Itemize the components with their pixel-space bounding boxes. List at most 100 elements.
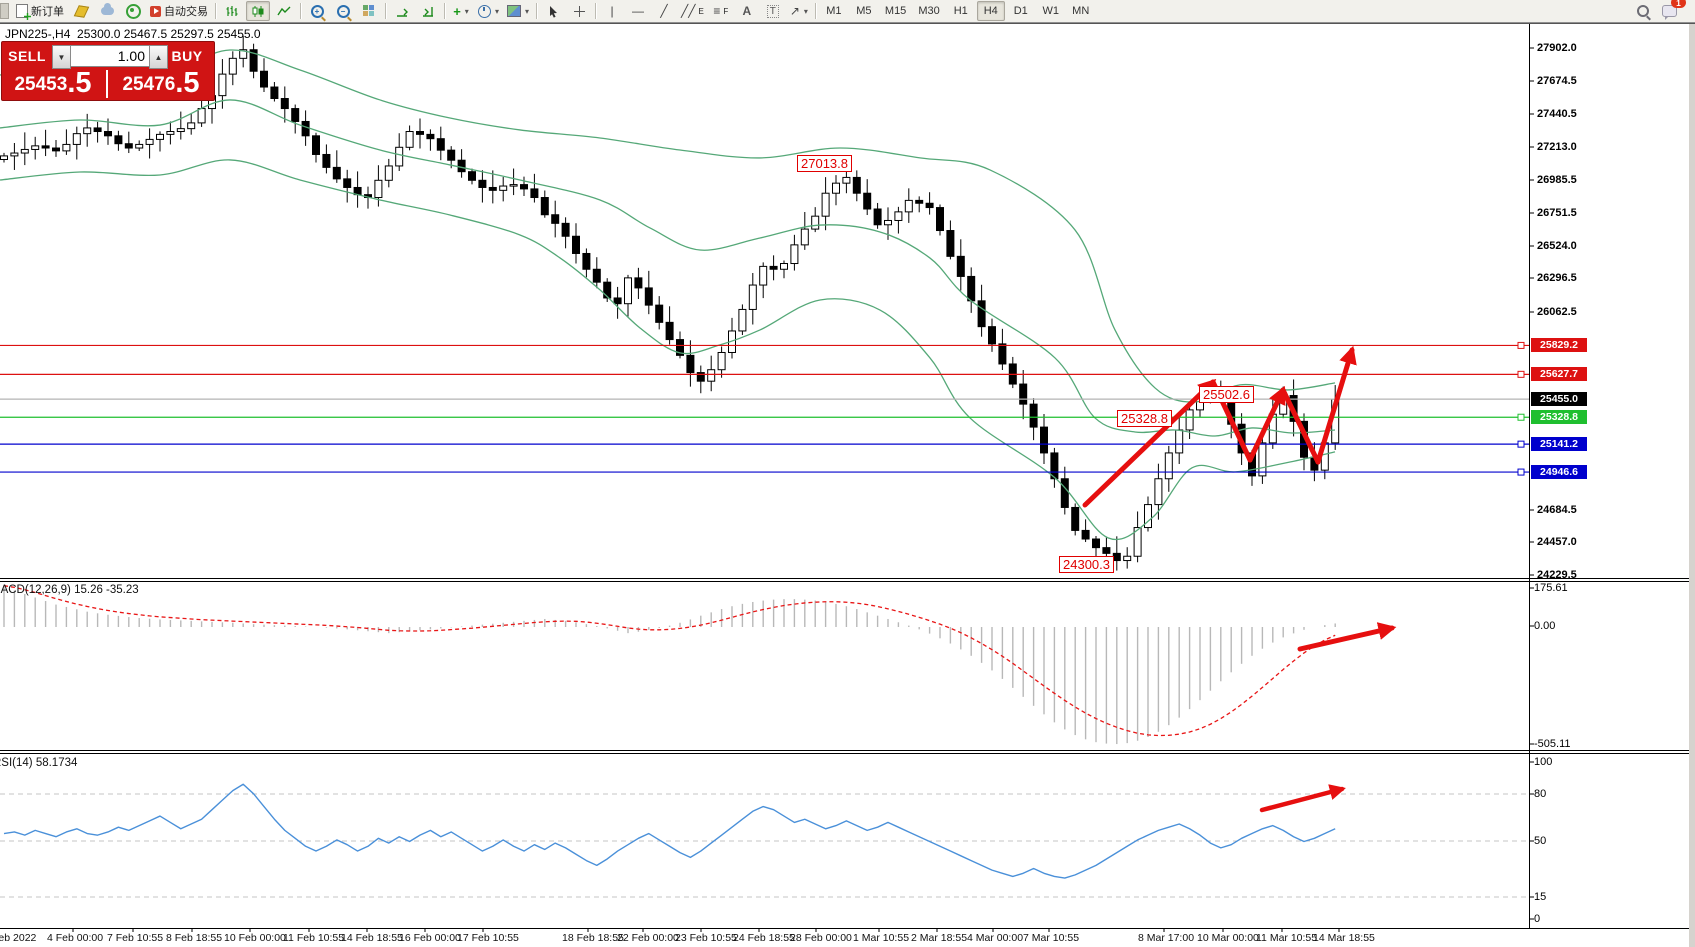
candle-body (811, 215, 820, 230)
horizontal-level-lines[interactable] (0, 341, 1529, 476)
candle-body (592, 268, 601, 283)
fibonacci-tool[interactable]: ≡ F (709, 1, 733, 21)
toolbar-separator (814, 3, 816, 19)
candle-body (156, 133, 164, 140)
candle-body (312, 135, 320, 155)
templates-button[interactable]: ▾ (504, 1, 532, 21)
periods-button[interactable]: ▾ (475, 1, 502, 21)
trendline-tool[interactable]: ╱ (652, 1, 676, 21)
tab-timeframe-M30[interactable]: M30 (918, 5, 940, 17)
sell-price[interactable]: 25453.5 (2, 68, 104, 98)
search-icon (1637, 5, 1649, 17)
bollinger-upper (0, 49, 1336, 403)
candle-body (187, 122, 196, 130)
candle-body (72, 133, 81, 145)
candle-body (197, 108, 206, 124)
candle-body (1112, 552, 1121, 562)
sell-price-main: 25453 (14, 74, 68, 95)
horizontal-line-tool[interactable]: — (626, 1, 650, 21)
tile-windows-button[interactable] (357, 1, 381, 21)
candle-body (530, 188, 539, 199)
candle-body (780, 263, 788, 270)
candle-body (166, 131, 175, 135)
notifications-button[interactable]: 1 (1657, 0, 1686, 21)
tab-timeframe-W1[interactable]: W1 (1042, 5, 1059, 17)
buy-price-main: 25476 (122, 74, 176, 95)
candle-body (1092, 538, 1100, 549)
deposit-button[interactable] (69, 1, 93, 21)
candle-body (561, 222, 570, 237)
tab-timeframe-M15[interactable]: M15 (884, 5, 907, 17)
candle-body (520, 184, 528, 190)
candle-body (1040, 426, 1048, 454)
candle-body (998, 343, 1007, 365)
indicators-button[interactable]: + ▾ (449, 1, 473, 21)
signals-button[interactable] (121, 1, 145, 21)
candle-body (1071, 506, 1080, 531)
channel-tool[interactable]: ╱╱ E (678, 1, 707, 21)
candle-body (104, 131, 112, 137)
candle-body (686, 354, 695, 374)
candle-body (249, 49, 258, 72)
volume-increase-button[interactable]: ▲ (149, 45, 168, 69)
label-tool[interactable]: T (761, 1, 785, 21)
candle-body (873, 208, 882, 226)
zoom-out-button[interactable]: − (331, 1, 355, 21)
bar-chart-button[interactable] (220, 1, 244, 21)
market-button[interactable] (95, 1, 119, 21)
candle-body (1081, 529, 1090, 540)
new-order-label: 新订单 (31, 6, 64, 18)
buy-price[interactable]: 25476.5 (110, 68, 212, 98)
candlestick-chart-button[interactable] (246, 1, 270, 21)
candle-body (655, 304, 664, 323)
line-handle (1517, 413, 1525, 421)
candle-body (540, 197, 549, 216)
tab-timeframe-MN[interactable]: MN (1072, 5, 1090, 17)
crosshair-button[interactable] (567, 1, 591, 21)
candle-body (1185, 409, 1194, 431)
candle-body (301, 120, 310, 137)
cursor-button[interactable] (541, 1, 565, 21)
toolbar-separator (536, 3, 538, 19)
auto-scroll-button[interactable] (390, 1, 414, 21)
chart-shift-button[interactable] (416, 1, 440, 21)
trend-arrow-segment (1297, 622, 1397, 652)
line-chart-button[interactable] (272, 1, 296, 21)
volume-control: ▼ ▲ (52, 45, 168, 69)
one-click-trading-panel: SELL ▼ ▲ BUY 25453.5 25476.5 (1, 41, 215, 101)
candle-body (31, 145, 40, 150)
candle-body (1029, 403, 1038, 428)
vertical-line-icon: | (610, 4, 614, 18)
candle-body (759, 265, 768, 286)
tab-timeframe-M1[interactable]: M1 (826, 5, 842, 17)
tab-timeframe-H4[interactable]: H4 (976, 1, 1005, 21)
candle-body (20, 148, 29, 154)
candle-body (447, 149, 456, 161)
toolbar-separator (215, 3, 216, 19)
horizontal-line-icon: — (632, 4, 645, 18)
auto-trading-icon (150, 5, 161, 17)
candle-body (124, 143, 133, 149)
search-button[interactable] (1631, 1, 1655, 21)
new-order-button[interactable]: 新订单 (13, 1, 67, 21)
zoom-in-button[interactable]: + (305, 1, 329, 21)
candle-body (665, 321, 674, 341)
volume-input[interactable] (71, 45, 149, 67)
vertical-line-tool[interactable]: | (600, 1, 624, 21)
volume-decrease-button[interactable]: ▼ (52, 45, 71, 69)
candle-body (62, 143, 71, 152)
candle-body (925, 202, 934, 209)
chevron-down-icon: ▾ (803, 6, 808, 16)
panel-frame-lines (0, 24, 1695, 932)
auto-trading-button[interactable]: 自动交易 (147, 1, 211, 21)
tab-timeframe-M5[interactable]: M5 (856, 5, 872, 17)
sell-button[interactable]: SELL (8, 48, 46, 64)
tab-timeframe-D1[interactable]: D1 (1013, 5, 1028, 17)
candle-body (41, 145, 50, 149)
text-tool[interactable]: A (735, 1, 759, 21)
candle-body (239, 49, 248, 59)
arrows-tool[interactable]: ↗ ▾ (787, 1, 811, 21)
buy-button[interactable]: BUY (171, 48, 203, 64)
tab-timeframe-H1[interactable]: H1 (953, 5, 968, 17)
